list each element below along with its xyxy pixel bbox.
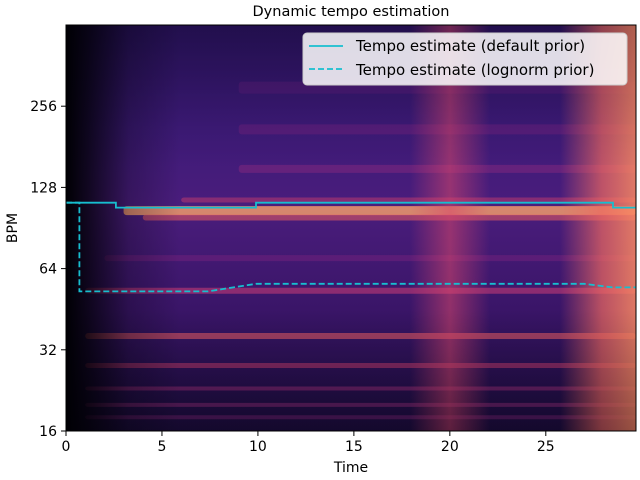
x-tick-label: 10 [249,439,267,455]
x-axis: 0 5 10 15 20 25 [62,431,555,455]
legend: Tempo estimate (default prior) Tempo est… [302,32,628,86]
legend-label-lognorm-prior: Tempo estimate (lognorm prior) [355,61,594,79]
x-tick-label: 25 [537,439,555,455]
legend-box [302,32,628,86]
x-axis-title: Time [333,460,368,476]
left-darkening [66,25,636,431]
series-lines [66,201,636,293]
x-tick-label: 0 [62,439,71,455]
y-tick-label: 16 [39,424,57,440]
legend-label-default-prior: Tempo estimate (default prior) [355,37,585,55]
plot-area [66,25,636,431]
x-tick-label: 15 [345,439,363,455]
series-line-lognorm-prior [66,201,636,293]
y-tick-label: 32 [39,343,57,359]
x-tick-label: 5 [157,439,166,455]
chart-title: Dynamic tempo estimation [253,4,450,20]
y-axis: 16 32 64 128 256 [30,99,66,440]
series-line-default-prior [66,201,636,209]
plot-frame [65,24,637,432]
y-tick-label: 256 [30,99,57,115]
y-tick-label: 128 [30,180,57,196]
y-tick-label: 64 [39,262,57,278]
x-tick-label: 20 [441,439,459,455]
y-axis-title: BPM [5,213,21,243]
